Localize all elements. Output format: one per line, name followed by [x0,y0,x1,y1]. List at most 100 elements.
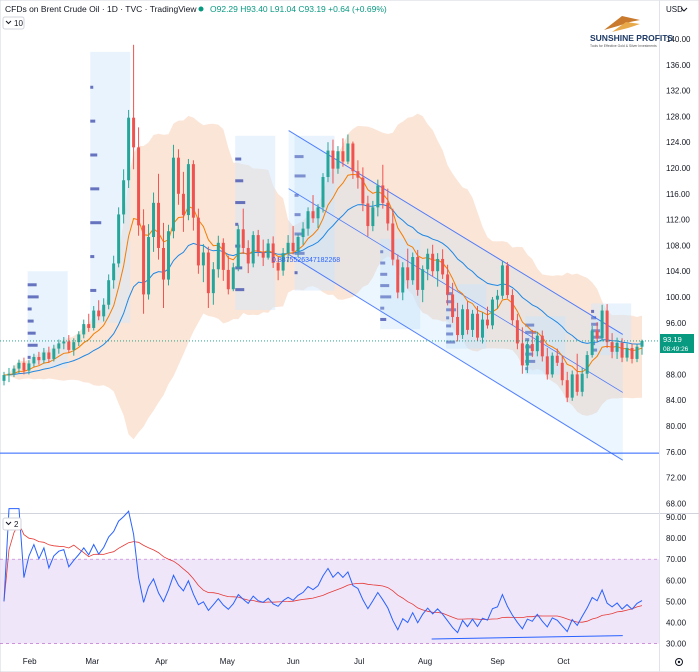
candle-body [461,309,465,336]
candle [555,348,559,367]
time-tick-label: May [220,657,235,666]
candle [281,247,285,276]
candle [102,298,106,322]
time-tick-label: Sep [490,657,505,666]
candle-body [256,235,260,252]
volume-profile-bar [294,193,299,197]
candle [331,139,335,184]
candle-body [585,355,589,374]
candle [157,173,161,260]
candle [600,304,604,342]
time-tick-label: Jun [287,657,300,666]
candle [176,149,180,205]
candle [490,297,494,330]
candle-body [67,341,71,350]
volume-profile-bar [591,322,599,326]
candle-body [560,362,564,381]
volume-profile-bar [380,261,386,265]
candle-body [77,334,81,343]
logo-sun-icon [604,16,640,30]
currency-label[interactable]: USD [666,5,683,14]
candle-body [620,342,624,358]
candle-body [206,252,210,294]
candle-body [122,180,126,215]
candle [610,333,614,359]
candle-body [625,347,629,358]
candle [351,141,355,179]
rsi-line [3,508,643,634]
candle-body [236,229,240,268]
candle-body [176,157,180,194]
candle-body [426,253,430,270]
candle [32,353,36,367]
rsi-indicator-collapse[interactable]: 2 [2,517,22,531]
chevron-down-icon[interactable] [5,20,12,25]
chevron-down-icon[interactable] [680,7,688,12]
candle [291,226,295,255]
volume-profile-bar [235,288,245,292]
candle [461,304,465,339]
candle [271,236,275,268]
sunshine-profits-logo: SUNSHINE PROFITS Tools for Effective Gol… [590,16,673,48]
price-tick-label: 136.00 [666,61,691,70]
candle [27,360,31,375]
volume-profile-bar [446,316,450,320]
candle [485,306,489,329]
candle-body [281,253,285,271]
candle-body [17,362,21,369]
volume-profile-bar [294,155,304,159]
candle-body [505,265,509,296]
volume-profile-bar [235,157,242,161]
main-indicator-collapse[interactable]: 10 [2,16,25,30]
candle [530,329,534,357]
candle [256,229,260,257]
candle-body [520,343,524,366]
main-price-pane[interactable] [0,44,659,461]
fib-level-label[interactable]: 0.8875526347182268 [272,257,340,264]
volume-profile-bar [294,174,306,178]
candle-body [346,143,350,162]
candle-body [321,177,325,208]
candle [396,254,400,299]
candle [456,302,460,342]
gear-icon[interactable] [675,658,683,666]
candle-body [326,150,330,178]
candle [525,339,529,374]
volume-profile-zone [27,271,68,368]
chevron-down-icon[interactable] [5,521,12,526]
volume-profile-bar [591,316,597,320]
candle-body [471,313,475,330]
price-tick-label: 132.00 [666,87,691,96]
volume-profile-zone [235,135,276,310]
rsi-pane[interactable] [0,508,659,644]
candle-body [291,242,295,252]
volume-profile-bar [525,359,536,363]
candle [42,347,46,364]
volume-profile-bar [27,283,37,287]
candle [416,249,420,296]
price-tick-label: 96.00 [666,319,687,328]
candle-body [246,247,250,264]
candle-body [565,380,569,398]
candle [371,200,375,232]
candle-body [436,258,440,272]
candle-body [515,320,519,344]
candle-body [97,310,101,317]
candle [137,127,141,236]
volume-profile-bar [446,324,452,328]
volume-profile-bar [90,221,102,225]
price-tick-label: 116.00 [666,190,690,199]
candle [615,337,619,359]
last-price-badge: 93.19 08:49:26 [660,334,694,353]
rsi-axis[interactable]: 90.00 80.00 70.00 60.00 50.00 40.00 30.00 [666,513,687,649]
candle-body [191,164,195,218]
candle-body [87,324,91,328]
candle [381,164,385,209]
candle [495,289,499,309]
candle-body [27,363,31,371]
candle [77,331,81,347]
candle [466,301,470,335]
candle [431,244,435,277]
time-axis[interactable]: Feb Mar Apr May Jun Jul Aug Sep Oct [23,657,571,666]
price-axis[interactable]: 140.00 136.00 132.00 128.00 124.00 120.00 116.… [666,35,691,508]
